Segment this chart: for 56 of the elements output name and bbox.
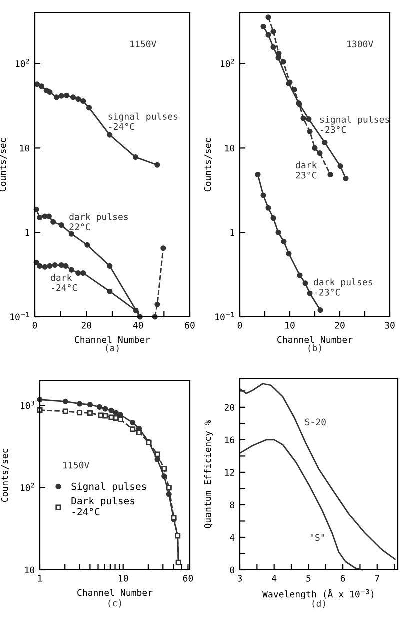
x-axis-title: Channel Number — [278, 336, 353, 344]
y-tick-label: 10$^{−1}$ — [10, 312, 30, 321]
x-axis-title: Wavelength (Å x 10$^{−3}$) — [262, 589, 374, 600]
annotation: signal pulses -24°C — [108, 112, 178, 130]
y-tick-label: 10 — [20, 144, 30, 152]
annotation: S-20 — [305, 418, 326, 426]
x-tick-label: 0 — [238, 322, 242, 329]
legend-label: Dark pulses -24°C — [72, 497, 135, 516]
annotation: dark pulses 22°C — [70, 213, 128, 230]
y-tick-label: 16 — [225, 436, 235, 444]
y-tick-label: 4 — [230, 534, 235, 541]
y-tick-label: 0 — [230, 566, 235, 574]
y-tick-label: 10 — [225, 144, 235, 152]
x-tick-label: 4 — [272, 575, 277, 582]
y-axis-title: Quantum Efficiency % — [204, 420, 213, 528]
x-tick-label: 30 — [385, 322, 395, 329]
y-tick-label: 10$^{3}$ — [20, 400, 34, 410]
y-axis-title: Counts/sec — [204, 138, 212, 192]
y-tick-label: 12 — [225, 469, 234, 476]
text: (c) — [108, 600, 122, 608]
y-tick-label: 10$^{2}$ — [220, 59, 234, 68]
text: (d) — [312, 600, 326, 608]
x-tick-label: 3 — [238, 575, 242, 582]
x-axis-title: Channel Number — [75, 336, 150, 344]
x-tick-label: 1 — [38, 575, 42, 582]
y-tick-label: 10$^{2}$ — [16, 59, 30, 68]
y-tick-label: 1 — [230, 229, 235, 236]
annotation: 1150V — [130, 40, 156, 48]
y-axis-title: Counts/sec — [1, 449, 9, 502]
x-tick-label: 5 — [306, 575, 311, 582]
annotation: dark pulses -23°C — [314, 278, 372, 296]
annotation: dark 23°C — [296, 162, 318, 179]
annotation: 1300V — [348, 40, 374, 48]
annotation: dark -24°C — [51, 274, 77, 292]
x-tick-label: 40 — [133, 322, 144, 329]
x-tick-label: 10 — [286, 322, 295, 329]
y-tick-label: 10$^{−1}$ — [216, 312, 234, 321]
x-axis-title: Channel Number — [78, 589, 153, 596]
y-tick-label: 20 — [224, 404, 235, 412]
x-tick-label: 20 — [335, 322, 345, 329]
annotation: 1150V — [64, 462, 90, 469]
annotation: "S" — [311, 534, 324, 542]
legend-label: Signal pulses — [72, 482, 146, 492]
text: (a) — [106, 344, 119, 353]
x-tick-label: 60 — [185, 322, 195, 329]
y-tick-label: 1 — [26, 229, 30, 236]
x-tick-label: 6 — [340, 575, 346, 582]
y-tick-label: 10$^{2}$ — [20, 483, 34, 492]
annotation: signal pulses -23°C — [320, 116, 390, 134]
x-tick-label: 10 — [119, 575, 128, 582]
y-tick-label: 10 — [25, 566, 35, 574]
y-tick-label: 8 — [230, 502, 235, 509]
x-tick-label: 7 — [375, 575, 380, 582]
text: (b) — [308, 344, 322, 353]
x-tick-label: 20 — [82, 322, 92, 329]
x-tick-label: 60 — [183, 575, 194, 582]
